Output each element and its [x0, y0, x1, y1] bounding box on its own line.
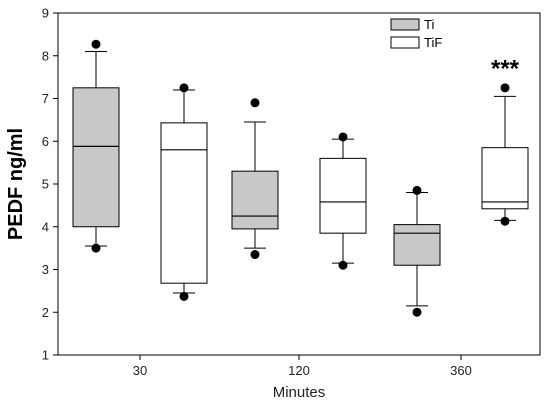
outlier-point	[412, 307, 422, 317]
outlier-point	[179, 291, 189, 301]
box-group	[72, 39, 529, 317]
y-tick-label: 1	[42, 348, 49, 363]
box-tif-30	[160, 83, 208, 301]
outlier-point	[250, 250, 260, 260]
x-axis-title: Minutes	[273, 384, 326, 401]
outlier-point	[500, 83, 510, 93]
y-tick-label: 3	[42, 262, 49, 277]
y-tick-label: 5	[42, 177, 49, 192]
legend-swatch-tif	[390, 36, 420, 49]
y-tick-label: 4	[42, 219, 49, 234]
y-axis: 1 2 3 4 5 6 7 8 9	[42, 6, 58, 363]
box-body	[481, 147, 529, 210]
x-tick-label: 360	[450, 363, 472, 378]
legend-label-ti: Ti	[424, 17, 434, 32]
y-tick-label: 2	[42, 305, 49, 320]
box-body	[160, 122, 208, 284]
x-axis: 30 120 360	[133, 355, 472, 378]
box-body	[231, 170, 279, 230]
outlier-point	[500, 216, 510, 226]
box-body	[319, 157, 367, 234]
outlier-point	[250, 98, 260, 108]
legend-label-tif: TiF	[424, 35, 442, 50]
y-tick-label: 9	[42, 6, 49, 21]
significance-annotation: ***	[491, 55, 520, 82]
box-body	[393, 224, 441, 266]
box-ti-30	[72, 39, 120, 253]
x-tick-label: 120	[288, 363, 310, 378]
outlier-point	[91, 243, 101, 253]
annotation-group: ***	[491, 55, 520, 82]
box-ti-120	[231, 98, 279, 260]
y-tick-label: 7	[42, 91, 49, 106]
y-tick-label: 8	[42, 48, 49, 63]
x-tick-label: 30	[133, 363, 147, 378]
outlier-point	[179, 83, 189, 93]
legend: Ti TiF	[390, 17, 442, 50]
box-ti-360	[393, 185, 441, 317]
legend-swatch-ti	[390, 18, 420, 31]
outlier-point	[412, 185, 422, 195]
box-tif-120	[319, 132, 367, 270]
y-tick-label: 6	[42, 134, 49, 149]
box-body	[72, 87, 120, 228]
outlier-point	[338, 132, 348, 142]
box-tif-360	[481, 83, 529, 226]
outlier-point	[91, 39, 101, 49]
outlier-point	[338, 260, 348, 270]
plot-frame	[57, 12, 541, 356]
y-axis-title: PEDF ng/ml	[5, 128, 27, 240]
